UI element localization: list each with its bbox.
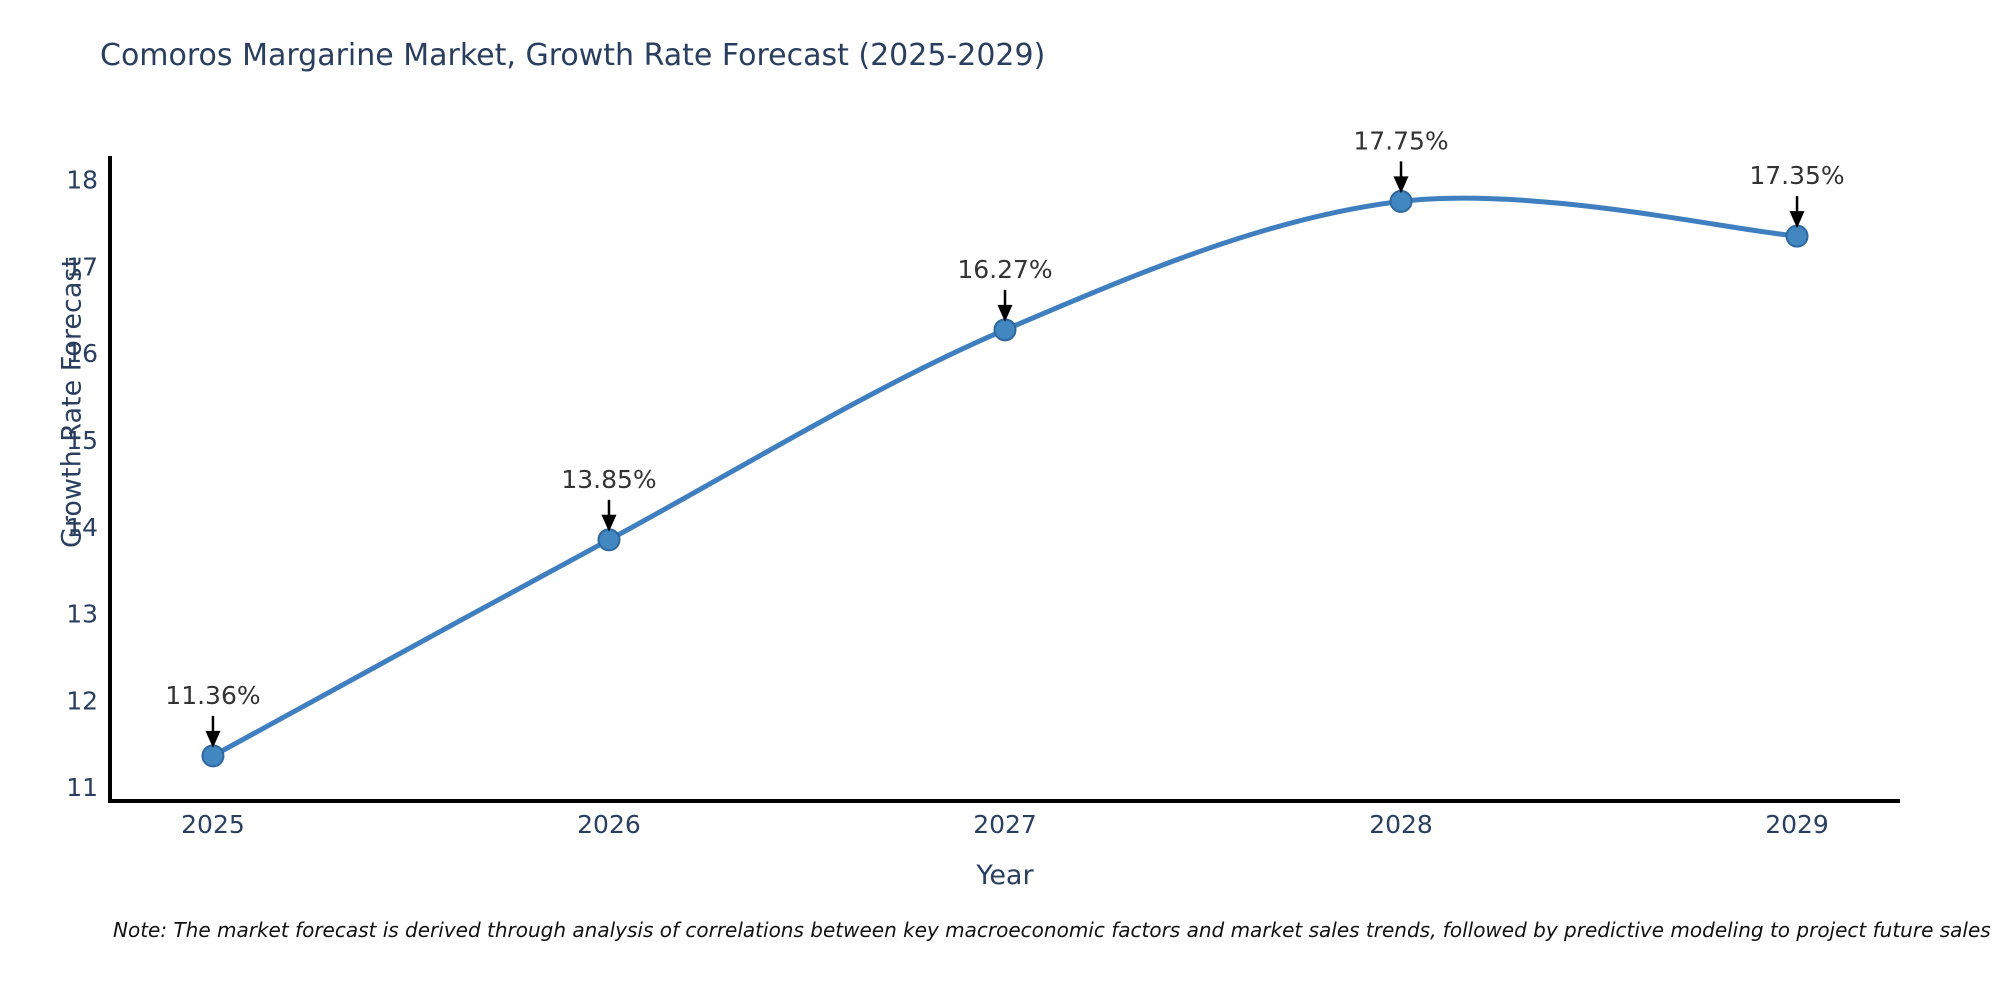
x-tick-label: 2029	[1765, 810, 1829, 839]
y-tick-label: 17	[66, 252, 98, 281]
data-point-marker	[597, 528, 621, 552]
annotation-label: 13.85%	[561, 465, 656, 494]
footnote-text: Note: The market forecast is derived thr…	[113, 918, 1991, 942]
x-tick-label: 2026	[577, 810, 641, 839]
annotation-arrowhead-icon	[205, 730, 221, 748]
annotation-arrowhead-icon	[1393, 176, 1409, 194]
x-axis-title: Year	[976, 860, 1034, 891]
x-tick-label: 2025	[181, 810, 245, 839]
y-tick-label: 13	[66, 600, 98, 629]
annotation-label: 16.27%	[957, 255, 1052, 284]
y-tick-label: 12	[66, 686, 98, 715]
annotation-label: 17.35%	[1749, 161, 1844, 190]
annotation-arrowhead-icon	[1789, 211, 1805, 229]
annotation-arrowhead-icon	[997, 304, 1013, 322]
annotation-label: 17.75%	[1353, 126, 1448, 155]
x-tick-label: 2028	[1369, 810, 1433, 839]
annotation-arrowhead-icon	[601, 514, 617, 532]
y-axis-title: Growth Rate Forecast	[56, 256, 88, 549]
y-tick-label: 11	[66, 773, 98, 802]
annotation-label: 11.36%	[165, 681, 260, 710]
data-point-marker	[1389, 189, 1413, 213]
y-tick-label: 14	[66, 513, 98, 542]
y-tick-label: 15	[66, 426, 98, 455]
data-point-marker	[993, 318, 1017, 342]
data-point-marker	[201, 744, 225, 768]
y-tick-label: 16	[66, 339, 98, 368]
x-tick-label: 2027	[973, 810, 1037, 839]
chart-title: Comoros Margarine Market, Growth Rate Fo…	[100, 38, 1046, 73]
y-tick-label: 18	[66, 166, 98, 195]
data-point-marker	[1785, 224, 1809, 248]
